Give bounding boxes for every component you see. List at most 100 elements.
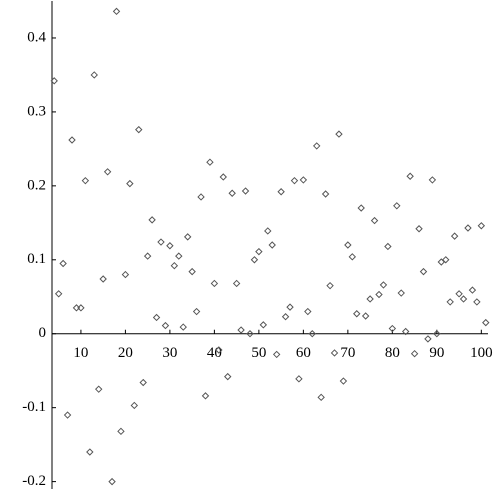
point	[264, 227, 272, 235]
point	[192, 307, 201, 316]
point	[201, 392, 210, 400]
point	[250, 256, 259, 264]
point	[401, 327, 410, 336]
point	[477, 222, 486, 230]
point	[304, 307, 312, 316]
y-tick-label: 0.1	[27, 251, 46, 267]
point	[308, 330, 316, 338]
x-tick-label: 50	[251, 345, 266, 361]
point	[86, 448, 94, 456]
point	[397, 289, 405, 297]
point	[54, 290, 63, 298]
point	[228, 189, 236, 197]
y-tick-label: 0	[39, 325, 47, 341]
point	[299, 176, 308, 184]
point	[68, 136, 76, 144]
point	[464, 224, 472, 232]
point	[179, 323, 187, 331]
point	[175, 252, 183, 260]
x-tick-label: 40	[207, 345, 222, 361]
point	[290, 176, 299, 185]
point	[197, 193, 205, 201]
y-tick-label: -0.2	[22, 473, 46, 489]
point	[161, 321, 170, 330]
point	[210, 279, 219, 288]
point	[415, 225, 423, 233]
point	[424, 335, 432, 343]
point	[357, 204, 365, 212]
x-tick-label: 90	[429, 345, 444, 361]
point	[152, 313, 161, 322]
point	[255, 247, 263, 256]
x-tick-label: 20	[118, 345, 133, 361]
x-tick-label: 70	[340, 345, 355, 361]
point	[99, 275, 107, 283]
point	[361, 312, 370, 320]
point	[455, 290, 463, 298]
point	[77, 304, 85, 312]
x-tick-label: 60	[296, 345, 311, 361]
point	[366, 295, 374, 303]
point	[237, 326, 245, 334]
point	[206, 158, 214, 166]
point	[348, 253, 357, 261]
point	[442, 256, 450, 264]
point	[410, 349, 419, 358]
point	[259, 321, 268, 329]
point	[139, 378, 147, 387]
point	[388, 324, 397, 333]
point	[428, 176, 437, 184]
point	[277, 188, 285, 196]
point	[157, 238, 165, 246]
point	[281, 313, 290, 321]
point	[326, 281, 334, 290]
point	[335, 130, 343, 138]
point	[108, 477, 116, 486]
point	[103, 168, 112, 176]
x-tick-label: 10	[73, 345, 88, 361]
point	[375, 290, 383, 299]
point	[215, 346, 223, 354]
point	[317, 393, 325, 402]
point	[59, 259, 67, 268]
point	[384, 242, 392, 251]
x-tick-label: 100	[470, 345, 493, 361]
point	[286, 303, 294, 311]
y-tick-label: -0.1	[22, 399, 46, 415]
point	[268, 241, 276, 249]
point	[81, 176, 90, 185]
point	[130, 401, 139, 410]
point	[419, 267, 428, 276]
point	[143, 252, 152, 260]
point	[473, 298, 481, 306]
point	[166, 242, 174, 250]
point	[321, 190, 330, 198]
point	[95, 385, 103, 393]
point	[339, 377, 348, 385]
y-tick-label: 0.2	[27, 177, 46, 193]
point	[126, 179, 134, 188]
point	[219, 173, 227, 181]
point	[406, 172, 414, 180]
point	[450, 232, 459, 240]
point	[459, 295, 468, 303]
point	[224, 372, 232, 381]
point	[135, 125, 143, 134]
y-tick-label: 0.3	[27, 103, 46, 119]
point	[313, 142, 321, 150]
point	[468, 286, 477, 294]
point	[148, 216, 156, 224]
point	[90, 71, 98, 79]
point	[370, 216, 379, 225]
point	[183, 233, 192, 241]
point	[433, 330, 441, 338]
point	[121, 270, 130, 279]
point	[63, 411, 72, 419]
y-tick-label: 0.4	[27, 29, 46, 45]
point	[330, 349, 339, 357]
point	[482, 318, 490, 327]
point	[117, 427, 125, 436]
point	[188, 267, 196, 276]
point	[379, 281, 388, 289]
